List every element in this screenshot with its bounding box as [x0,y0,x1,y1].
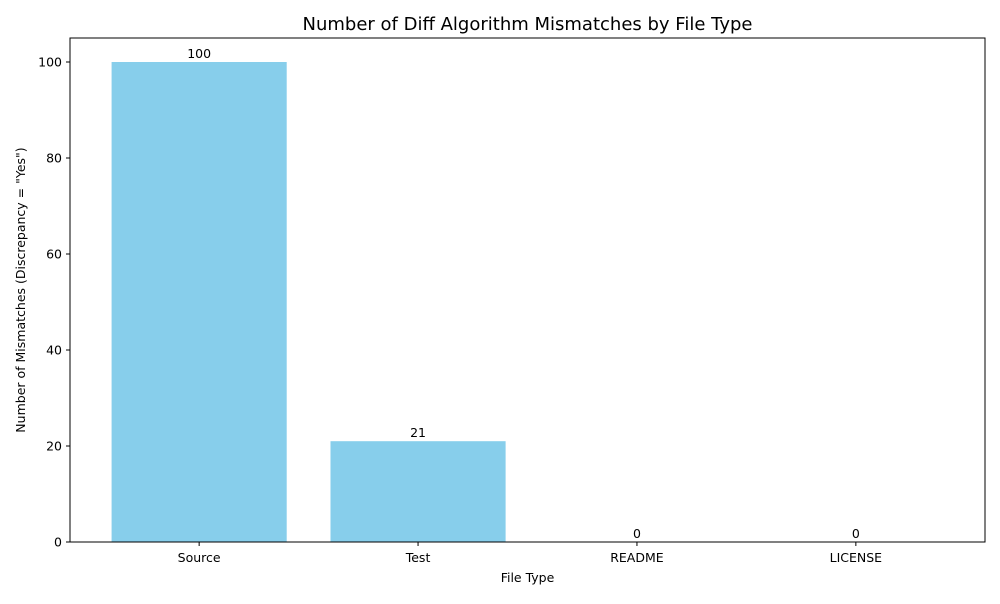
x-tick-label-license: LICENSE [830,550,883,565]
chart-title: Number of Diff Algorithm Mismatches by F… [303,14,753,35]
y-tick-label-60: 60 [46,247,62,262]
x-tick-label-readme: README [610,550,664,565]
data-label-source: 100 [187,46,211,61]
x-axis: Source Test README LICENSE [178,542,882,565]
y-tick-label-100: 100 [38,55,62,70]
data-label-test: 21 [410,425,426,440]
data-label-readme: 0 [633,526,641,541]
bar-test [330,441,506,542]
y-axis-label: Number of Mismatches (Discrepancy = "Yes… [13,147,28,432]
x-tick-label-test: Test [405,550,431,565]
bars-layer [111,62,506,542]
y-tick-label-80: 80 [46,151,62,166]
data-label-license: 0 [852,526,860,541]
x-axis-label: File Type [501,570,555,585]
y-tick-label-0: 0 [54,535,62,550]
data-labels-layer: 100 21 0 0 [187,46,860,541]
x-tick-label-source: Source [178,550,221,565]
y-tick-label-20: 20 [46,439,62,454]
bar-source [111,62,287,542]
plot-frame [69,37,986,543]
y-axis: 0 20 40 60 80 100 [38,55,70,550]
y-tick-label-40: 40 [46,343,62,358]
